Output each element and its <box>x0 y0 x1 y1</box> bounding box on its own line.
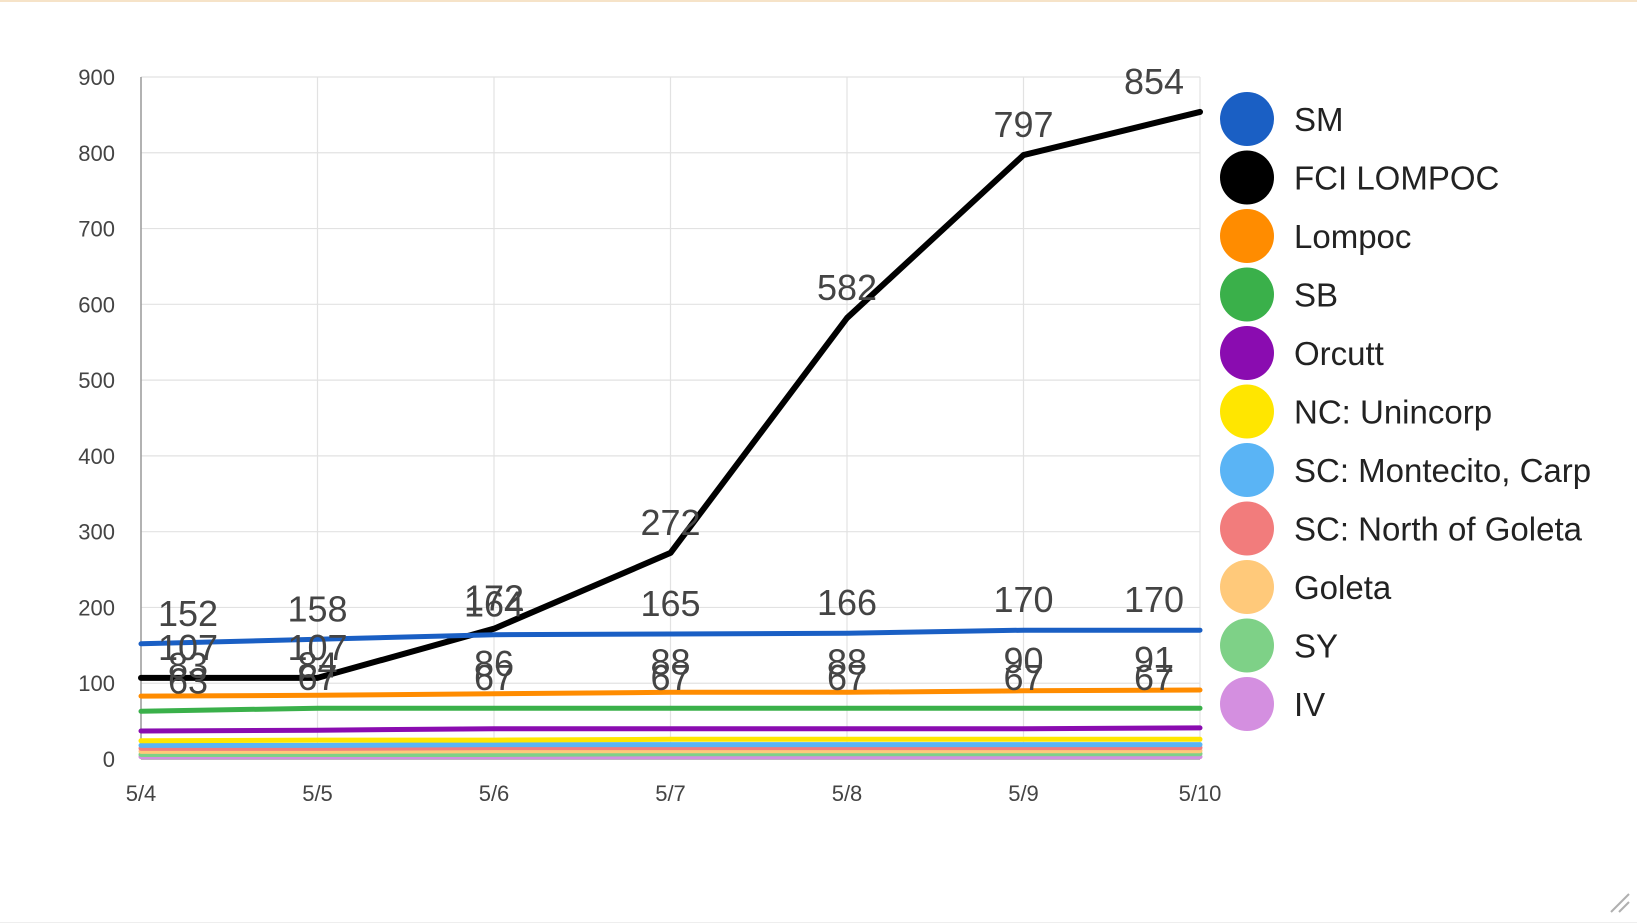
series-line-sb <box>138 705 1203 714</box>
legend: SM FCI LOMPOC Lompoc SB Orcutt NC: Unincorp SC… <box>1220 92 1591 731</box>
y-tick-label: 600 <box>78 292 115 317</box>
data-label: 83 <box>168 645 208 686</box>
data-label: 107 <box>287 627 347 668</box>
data-label: 158 <box>287 588 347 629</box>
data-label: 67 <box>1134 657 1174 698</box>
legend-label: IV <box>1294 686 1325 723</box>
legend-label: Goleta <box>1294 569 1392 606</box>
legend-label: NC: Unincorp <box>1294 394 1492 431</box>
y-tick-label: 900 <box>78 65 115 90</box>
series-line-sc-montecito-carp <box>138 742 1203 748</box>
x-tick-label: 5/7 <box>655 781 686 806</box>
data-label: 107 <box>158 627 218 668</box>
legend-label: Orcutt <box>1294 335 1384 372</box>
data-label: 91 <box>1134 639 1174 680</box>
series-line-sc-north-of-goleta <box>138 745 1203 751</box>
y-tick-label: 0 <box>103 747 115 772</box>
data-label: 88 <box>650 641 690 682</box>
data-label: 172 <box>464 578 524 619</box>
legend-item: SC: Montecito, Carp <box>1220 443 1591 497</box>
data-label: 67 <box>297 657 337 698</box>
series-line-goleta <box>138 748 1203 754</box>
legend-label: SM <box>1294 101 1344 138</box>
data-labels: 152 158 164 165 166 170 170 107 107 172 272 582 797 8… <box>158 61 1184 701</box>
data-label: 152 <box>158 593 218 634</box>
legend-item: NC: Unincorp <box>1220 384 1492 439</box>
data-label: 90 <box>1003 640 1043 681</box>
data-label: 67 <box>827 657 867 698</box>
legend-item: SY <box>1220 618 1338 673</box>
series-line-lompoc <box>138 687 1203 699</box>
data-label: 67 <box>650 657 690 698</box>
data-label: 582 <box>817 267 877 308</box>
data-label: 170 <box>993 579 1053 620</box>
legend-item: SC: North of Goleta <box>1220 501 1583 556</box>
grid <box>140 76 1201 760</box>
y-tick-label: 200 <box>78 595 115 620</box>
legend-swatch <box>1220 384 1274 439</box>
data-label: 88 <box>827 641 867 682</box>
legend-swatch <box>1220 618 1274 673</box>
series-line-fci-lompoc <box>138 108 1203 681</box>
resize-grip-icon[interactable] <box>1607 890 1631 914</box>
legend-item: SB <box>1220 267 1338 322</box>
legend-label: SY <box>1294 628 1338 665</box>
legend-label: SC: Montecito, Carp <box>1294 452 1591 489</box>
legend-swatch <box>1220 92 1274 146</box>
legend-item: FCI LOMPOC <box>1220 150 1499 205</box>
data-label: 67 <box>1003 657 1043 698</box>
legend-item: SM <box>1220 92 1344 146</box>
series-line-orcutt <box>138 725 1203 734</box>
x-tick-label: 5/6 <box>479 781 510 806</box>
x-tick-label: 5/8 <box>832 781 863 806</box>
legend-swatch <box>1220 150 1274 205</box>
data-label: 170 <box>1124 579 1184 620</box>
axes: 0 100 200 300 400 500 600 700 800 900 5/4 5/5 5/6 5/7… <box>78 65 1221 806</box>
legend-label: Lompoc <box>1294 218 1411 255</box>
y-tick-label: 500 <box>78 368 115 393</box>
data-label: 272 <box>640 502 700 543</box>
legend-swatch <box>1220 443 1274 497</box>
legend-item: Goleta <box>1220 560 1392 614</box>
x-tick-label: 5/9 <box>1008 781 1039 806</box>
series-line-nc-unincorp <box>138 736 1203 744</box>
data-label: 854 <box>1124 61 1184 102</box>
legend-label: SB <box>1294 277 1338 314</box>
legend-label: SC: North of Goleta <box>1294 511 1583 548</box>
legend-swatch <box>1220 560 1274 614</box>
data-label: 67 <box>474 657 514 698</box>
data-label: 165 <box>640 583 700 624</box>
legend-item: IV <box>1220 677 1325 731</box>
legend-item: Orcutt <box>1220 326 1384 380</box>
data-label: 164 <box>464 584 524 625</box>
legend-swatch <box>1220 326 1274 380</box>
y-tick-label: 700 <box>78 217 115 242</box>
data-label: 797 <box>993 104 1053 145</box>
legend-swatch <box>1220 501 1274 556</box>
y-tick-label: 400 <box>78 444 115 469</box>
legend-label: FCI LOMPOC <box>1294 160 1499 197</box>
x-tick-label: 5/10 <box>1179 781 1222 806</box>
legend-swatch <box>1220 677 1274 731</box>
data-label: 63 <box>168 660 208 701</box>
series-line-sy <box>138 751 1203 757</box>
data-label: 84 <box>297 644 337 685</box>
series-line-sm <box>138 627 1203 647</box>
series-lines <box>138 108 1203 760</box>
legend-swatch <box>1220 267 1274 322</box>
y-tick-label: 100 <box>78 671 115 696</box>
legend-item: Lompoc <box>1220 209 1411 263</box>
y-tick-label: 300 <box>78 520 115 545</box>
y-tick-label: 800 <box>78 141 115 166</box>
x-tick-label: 5/4 <box>126 781 157 806</box>
legend-swatch <box>1220 209 1274 263</box>
x-tick-label: 5/5 <box>302 781 333 806</box>
data-label: 166 <box>817 582 877 623</box>
data-label: 86 <box>474 643 514 684</box>
